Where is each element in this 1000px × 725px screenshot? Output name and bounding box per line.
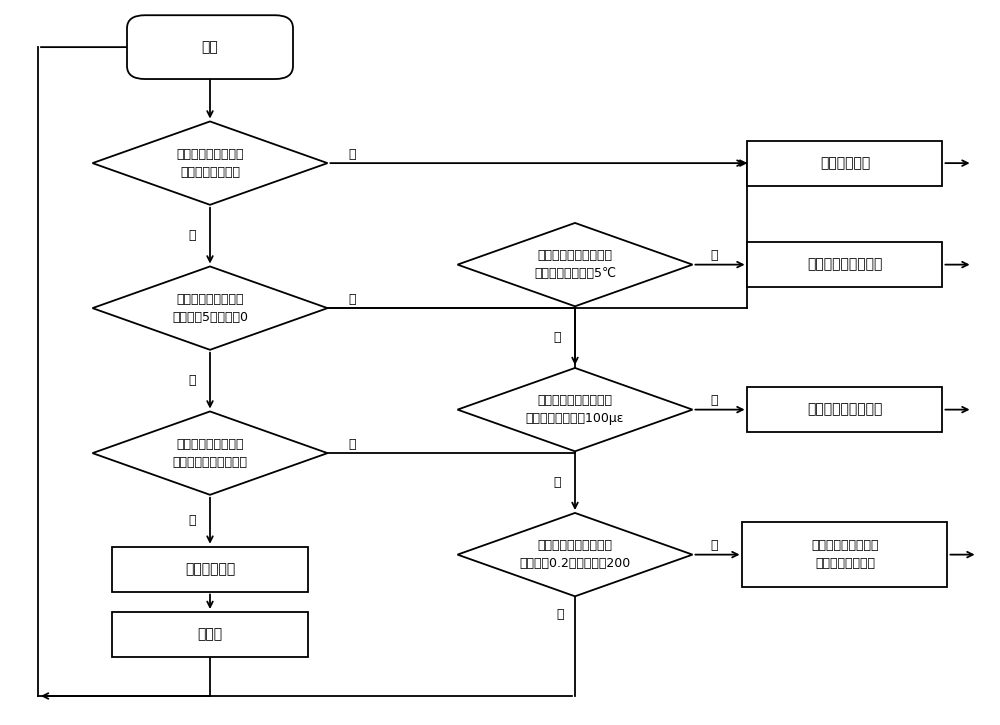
Text: 锚碰和钩挂故障诊断: 锚碰和钩挂故障诊断 bbox=[807, 402, 883, 417]
Text: 开始: 开始 bbox=[202, 40, 218, 54]
Text: 否: 否 bbox=[553, 331, 561, 344]
Bar bbox=[112, 612, 308, 657]
Text: 是: 是 bbox=[711, 394, 718, 407]
Text: 断纤故障诊断: 断纤故障诊断 bbox=[820, 156, 870, 170]
Text: 锚碰、钩挂、托锚和
绝缘击穿故障诊断: 锚碰、钩挂、托锚和 绝缘击穿故障诊断 bbox=[811, 539, 879, 570]
Text: 否: 否 bbox=[188, 374, 196, 387]
FancyBboxPatch shape bbox=[127, 15, 293, 79]
Text: 是: 是 bbox=[349, 293, 356, 306]
Polygon shape bbox=[92, 267, 328, 350]
Polygon shape bbox=[92, 412, 328, 495]
Polygon shape bbox=[457, 513, 692, 596]
Bar bbox=[112, 547, 308, 592]
Bar bbox=[742, 522, 947, 587]
Text: 温度监测数据中是否
出现非数字的代码: 温度监测数据中是否 出现非数字的代码 bbox=[176, 148, 244, 178]
Text: 是: 是 bbox=[711, 539, 718, 552]
Text: 应变监测数据中是否
出现连续5个以上的0: 应变监测数据中是否 出现连续5个以上的0 bbox=[172, 293, 248, 323]
Polygon shape bbox=[92, 122, 328, 205]
Text: 振动监测数据中是否
出现了明显的台阶上升: 振动监测数据中是否 出现了明显的台阶上升 bbox=[173, 438, 248, 468]
Text: 归一化: 归一化 bbox=[197, 627, 223, 642]
Bar bbox=[747, 141, 942, 186]
Text: 是: 是 bbox=[349, 438, 356, 451]
Polygon shape bbox=[457, 368, 692, 451]
Text: 归一化的振动监测数据
是否持续0.2秒以上超过200: 归一化的振动监测数据 是否持续0.2秒以上超过200 bbox=[519, 539, 631, 570]
Text: 滑动平均降噪: 滑动平均降噪 bbox=[185, 562, 235, 576]
Text: 归一化的温度监测数据
是否连续三次超过5℃: 归一化的温度监测数据 是否连续三次超过5℃ bbox=[534, 249, 616, 280]
Text: 否: 否 bbox=[188, 229, 196, 242]
Bar bbox=[747, 242, 942, 287]
Text: 归一化的应变监测数据
是否连续三次超过100με: 归一化的应变监测数据 是否连续三次超过100με bbox=[526, 394, 624, 425]
Text: 否: 否 bbox=[553, 476, 561, 489]
Text: 是: 是 bbox=[711, 249, 718, 262]
Polygon shape bbox=[457, 223, 692, 307]
Bar bbox=[747, 387, 942, 432]
Text: 是: 是 bbox=[349, 148, 356, 161]
Text: 否: 否 bbox=[188, 514, 196, 527]
Text: 漏电和短路故障诊断: 漏电和短路故障诊断 bbox=[807, 257, 883, 272]
Text: 否: 否 bbox=[556, 608, 564, 621]
